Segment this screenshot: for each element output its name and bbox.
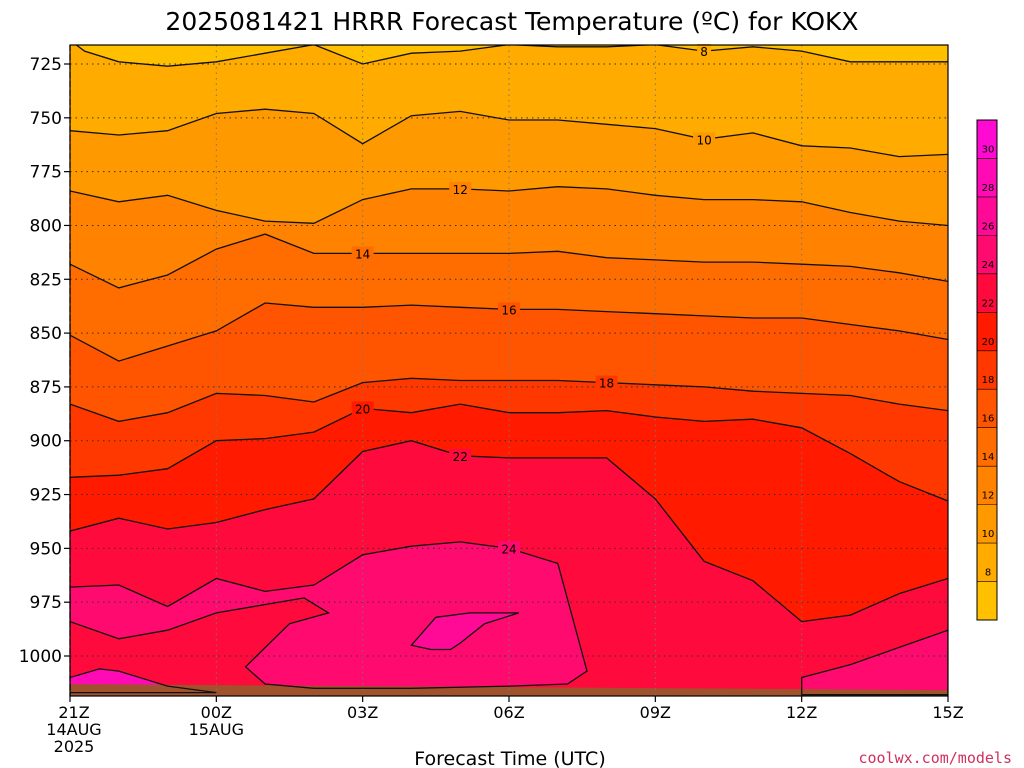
contour-lines: 8 10 12 14 16 18 20 22 24 — [70, 44, 948, 696]
colorbar-swatch-18 — [977, 350, 997, 390]
contour-26-11 — [70, 668, 217, 694]
colorbar-swatch-20 — [977, 312, 997, 351]
contour-12-2 — [70, 186, 948, 227]
x-tick-label-12-0: 09Z — [640, 703, 671, 722]
contour-label-18: 18 — [599, 377, 614, 391]
y-tick-label-725: 725 — [30, 55, 62, 75]
chart-title: 2025081421 HRRR Forecast Temperature (ºC… — [165, 7, 858, 36]
contour-label-bg-14 — [351, 246, 374, 261]
band-above-24-0 — [70, 541, 587, 689]
x-tick-label-0-0: 21Z — [58, 703, 89, 722]
colorbar-swatch-12 — [977, 466, 997, 505]
colorbar-label-22: 22 — [982, 298, 995, 309]
colorbar-swatch-26 — [977, 196, 997, 236]
colorbar-label-20: 20 — [982, 337, 995, 348]
contour-label-20: 20 — [355, 402, 370, 416]
y-tick-label-950: 950 — [30, 539, 62, 559]
colorbar-swatch-30 — [977, 120, 997, 159]
colorbar-swatch-22 — [977, 273, 997, 313]
contour-22-7 — [70, 440, 948, 623]
colorbar-label-18: 18 — [982, 375, 995, 386]
x-tick-label-3-1: 15AUG — [189, 720, 244, 739]
colorbar-swatch-14 — [977, 427, 997, 467]
x-tick-label-0-2: 2025 — [54, 737, 95, 756]
contour-label-bg-18 — [595, 375, 618, 390]
axes: 725 750 775 800 825 850 875 900 925 950 975 1000 21Z… — [19, 44, 964, 756]
contour-label-22: 22 — [453, 450, 468, 464]
contour-label-14: 14 — [355, 247, 370, 261]
contour-label-24: 24 — [501, 542, 516, 556]
contour-label-16: 16 — [501, 303, 516, 317]
colorbar: 8 10 12 14 16 18 20 22 24 26 28 30 — [976, 119, 998, 621]
y-tick-label-825: 825 — [30, 270, 62, 290]
x-tick-label-3-0: 00Z — [201, 703, 232, 722]
contour-14-3 — [70, 233, 948, 289]
contour-26-10 — [410, 612, 519, 651]
contour-label-bg-8 — [697, 44, 712, 59]
colorbar-swatch-10 — [977, 504, 997, 544]
ground-surface — [70, 684, 948, 696]
y-tick-label-775: 775 — [30, 163, 62, 183]
y-tick-label-1000: 1000 — [19, 647, 62, 667]
colorbar-label-8: 8 — [985, 568, 991, 579]
contour-label-bg-22 — [449, 448, 472, 463]
contour-24-9 — [801, 629, 948, 696]
contour-label-12: 12 — [453, 183, 468, 197]
grid-lines — [69, 45, 949, 696]
colorbar-label-12: 12 — [982, 491, 995, 502]
contour-label-bg-20 — [351, 401, 374, 416]
y-tick-label-850: 850 — [30, 324, 62, 344]
colorbar-swatch-16 — [977, 389, 997, 428]
contour-8-0 — [75, 45, 948, 67]
contour-label-8: 8 — [700, 45, 708, 59]
x-axis-title: Forecast Time (UTC) — [414, 748, 605, 768]
contour-label-bg-16 — [498, 302, 520, 317]
y-tick-label-925: 925 — [30, 486, 62, 506]
colorbar-label-10: 10 — [982, 529, 995, 540]
y-tick-label-900: 900 — [30, 432, 62, 452]
x-tick-label-6-0: 03Z — [347, 703, 378, 722]
colorbar-label-16: 16 — [982, 414, 995, 425]
band-above-24-1 — [801, 630, 948, 695]
credit-label: coolwx.com/models — [858, 749, 1012, 767]
plot-area — [70, 45, 948, 696]
contour-label-bg-10 — [693, 132, 716, 147]
y-tick-label-750: 750 — [30, 109, 62, 129]
colorbar-label-26: 26 — [982, 221, 995, 232]
y-tick-label-800: 800 — [30, 216, 62, 236]
colorbar-label-14: 14 — [982, 452, 995, 463]
contour-label-bg-12 — [449, 181, 472, 196]
warm-pocket-1 — [411, 612, 519, 650]
x-tick-label-0-1: 14AUG — [46, 720, 101, 739]
y-tick-label-975: 975 — [30, 593, 62, 613]
colorbar-label-24: 24 — [982, 260, 995, 271]
contour-label-10: 10 — [696, 133, 711, 147]
contour-10-1 — [70, 108, 948, 158]
colorbar-swatch-28 — [977, 158, 997, 197]
contour-24-8 — [70, 541, 588, 689]
colorbar-swatch-24 — [977, 235, 997, 274]
contour-label-bg-24 — [498, 541, 520, 556]
colorbar-label-30: 30 — [982, 144, 995, 155]
colorbar-frame — [976, 119, 998, 621]
x-tick-label-15-0: 12Z — [786, 703, 817, 722]
colorbar-swatch-8 — [977, 543, 997, 582]
x-tick-label-18-0: 15Z — [932, 703, 963, 722]
contour-20-6 — [70, 403, 948, 502]
x-tick-label-9-0: 06Z — [493, 703, 524, 722]
colorbar-label-28: 28 — [982, 183, 995, 194]
colorbar-swatch-6 — [977, 581, 997, 620]
y-tick-label-875: 875 — [30, 378, 62, 398]
contour-18-5 — [70, 377, 948, 423]
